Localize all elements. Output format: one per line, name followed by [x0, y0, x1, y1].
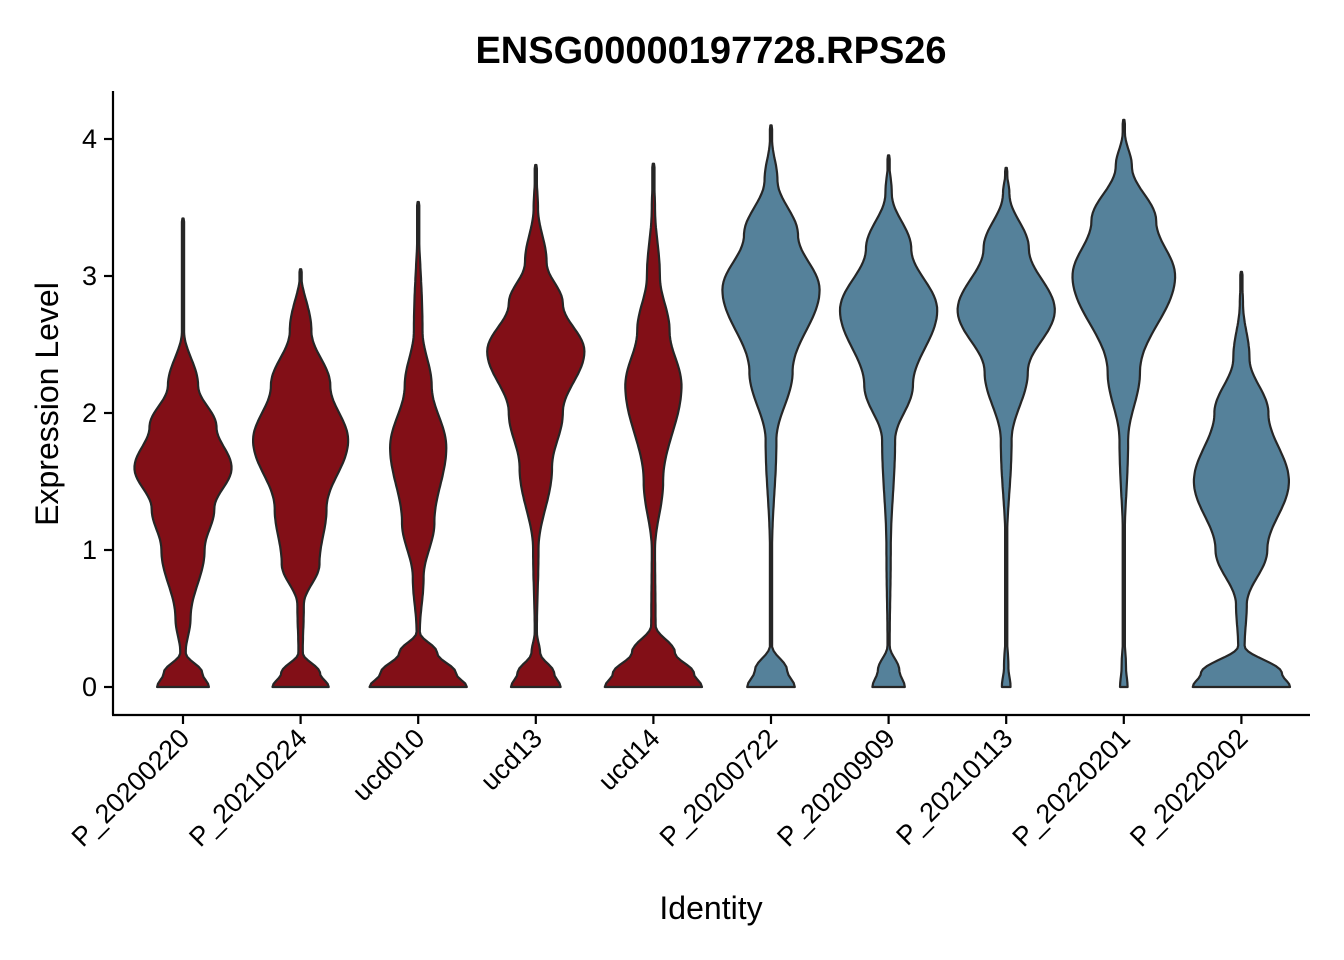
violins-group — [133, 118, 1292, 689]
x-tick-label: ucd010 — [347, 723, 431, 807]
chart-title: ENSG00000197728.RPS26 — [475, 30, 946, 72]
y-tick-label: 3 — [82, 261, 97, 291]
y-tick-label: 2 — [82, 398, 97, 428]
y-axis-label: Expression Level — [29, 282, 65, 526]
violin-ucd010 — [368, 200, 468, 689]
violin-P_20220202 — [1191, 270, 1292, 689]
x-tick-label: P_20210224 — [183, 723, 313, 853]
y-tick-label: 1 — [82, 535, 97, 565]
violin-P_20200722 — [721, 124, 821, 689]
violin-ucd13 — [486, 163, 586, 689]
x-tick-label: P_20200722 — [654, 723, 784, 853]
violin-P_20210224 — [252, 268, 350, 689]
x-tick-label: P_20200220 — [66, 723, 196, 853]
violin-P_20210113 — [956, 166, 1056, 689]
violin-P_20200909 — [838, 154, 939, 689]
x-tick-label: ucd14 — [592, 723, 665, 796]
y-ticks-group: 0 1 2 3 4 — [82, 124, 113, 702]
y-tick-label: 4 — [82, 124, 97, 154]
x-tick-label: P_20220201 — [1007, 723, 1137, 853]
x-tick-label: ucd13 — [475, 723, 548, 796]
x-tick-label: P_20210113 — [890, 723, 1018, 851]
violin-P_20200220 — [133, 217, 233, 689]
x-tick-label: P_20200909 — [771, 723, 901, 853]
y-tick-label: 0 — [82, 672, 97, 702]
violin-ucd14 — [603, 162, 704, 689]
x-tick-label: P_20220202 — [1124, 723, 1254, 853]
x-axis-label: Identity — [659, 890, 762, 926]
violin-P_20220201 — [1071, 118, 1177, 689]
